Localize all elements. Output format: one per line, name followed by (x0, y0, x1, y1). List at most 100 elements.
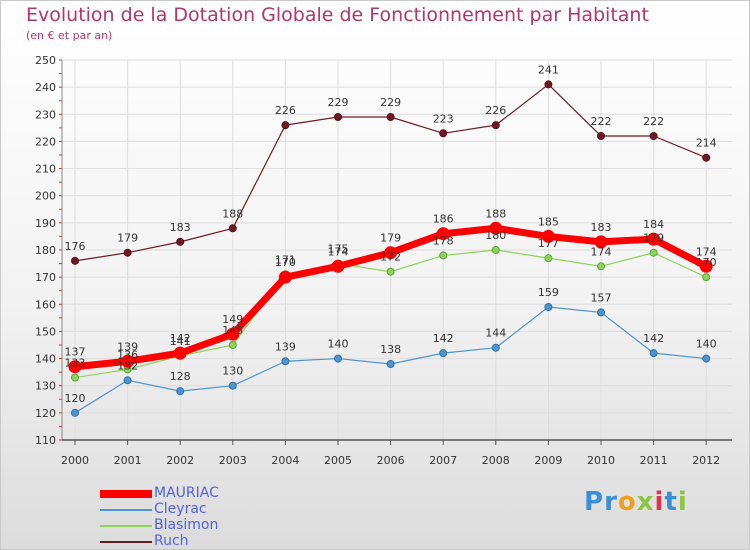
data-point-cleyrac (491, 343, 500, 352)
data-label-ruch: 229 (380, 96, 401, 109)
data-point-cleyrac (702, 354, 711, 363)
x-tick-label: 2012 (692, 454, 720, 467)
data-label-blasimon: 177 (538, 237, 559, 250)
data-point-mauriac (647, 232, 661, 246)
x-tick-label: 2006 (377, 454, 405, 467)
data-label-blasimon: 179 (643, 232, 664, 245)
data-point-cleyrac (281, 357, 290, 366)
data-point-cleyrac (649, 349, 658, 358)
x-tick-label: 2005 (324, 454, 352, 467)
data-label-ruch: 222 (643, 115, 664, 128)
y-tick-label: 220 (35, 135, 56, 148)
x-tick-label: 2009 (534, 454, 562, 467)
data-point-blasimon (71, 373, 79, 382)
x-tick-label: 2007 (429, 454, 457, 467)
data-label-mauriac: 185 (538, 215, 559, 228)
data-point-ruch (597, 132, 605, 140)
data-point-mauriac (594, 235, 608, 249)
data-label-cleyrac: 157 (591, 291, 612, 304)
data-label-blasimon: 136 (117, 348, 138, 361)
data-point-mauriac (173, 346, 187, 360)
series (68, 80, 713, 417)
data-label-ruch: 241 (538, 63, 559, 76)
data-label-blasimon: 175 (328, 243, 349, 256)
y-tick-label: 170 (35, 271, 56, 284)
legend-label: Blasimon (154, 517, 219, 533)
y-tick-label: 130 (35, 380, 56, 393)
logo-letter: x (636, 487, 655, 517)
data-label-mauriac: 174 (696, 245, 717, 258)
logo-letter: r (604, 487, 618, 517)
data-point-ruch (649, 132, 658, 140)
x-tick-label: 2008 (482, 454, 510, 467)
y-tick-label: 230 (35, 108, 56, 121)
data-label-mauriac: 179 (380, 232, 401, 245)
data-label-ruch: 188 (222, 207, 243, 220)
data-point-ruch (71, 256, 79, 265)
legend-swatch (100, 490, 152, 498)
legend-label: Ruch (154, 533, 189, 549)
data-point-cleyrac (176, 387, 185, 396)
data-label-blasimon: 178 (433, 234, 454, 247)
data-label-cleyrac: 128 (170, 370, 191, 383)
data-point-ruch (123, 248, 132, 257)
y-tick-label: 180 (35, 244, 56, 257)
y-tick-label: 210 (35, 163, 56, 176)
data-label-cleyrac: 144 (485, 327, 506, 340)
data-point-blasimon (228, 341, 237, 349)
data-label-mauriac: 184 (643, 218, 664, 231)
data-label-ruch: 222 (591, 115, 612, 128)
data-label-mauriac: 188 (485, 207, 506, 220)
data-point-ruch (176, 237, 185, 246)
data-point-ruch (386, 113, 395, 121)
data-point-mauriac (436, 227, 450, 241)
y-tick-label: 190 (35, 217, 56, 230)
data-point-blasimon (702, 273, 711, 282)
data-label-cleyrac: 130 (222, 365, 243, 378)
data-point-mauriac (278, 270, 292, 284)
x-tick-label: 2000 (61, 454, 89, 467)
chart-title: Evolution de la Dotation Globale de Fonc… (26, 4, 649, 26)
data-label-ruch: 229 (328, 96, 349, 109)
data-label-blasimon: 171 (275, 253, 296, 266)
data-point-cleyrac (544, 303, 553, 311)
y-tick-label: 200 (35, 190, 56, 203)
data-label-blasimon: 174 (591, 245, 612, 258)
legend-swatch (100, 525, 152, 527)
data-point-cleyrac (386, 360, 395, 368)
data-label-mauriac: 142 (170, 332, 191, 345)
data-label-cleyrac: 138 (380, 343, 401, 356)
data-point-ruch (228, 224, 237, 233)
data-point-mauriac (699, 259, 713, 273)
y-tick-label: 160 (35, 298, 56, 311)
data-point-blasimon (386, 267, 395, 276)
data-point-mauriac (68, 360, 82, 374)
data-label-ruch: 176 (65, 240, 86, 253)
x-tick-label: 2010 (587, 454, 615, 467)
data-label-blasimon: 141 (170, 335, 191, 348)
data-point-mauriac (489, 221, 503, 235)
data-label-cleyrac: 132 (117, 359, 138, 372)
data-label-mauriac: 174 (328, 245, 349, 258)
logo-letter: o (617, 487, 637, 517)
data-point-mauriac (226, 327, 240, 341)
data-point-cleyrac (228, 381, 237, 390)
data-label-ruch: 214 (696, 137, 717, 150)
data-point-mauriac (384, 246, 398, 260)
data-label-cleyrac: 140 (328, 338, 349, 351)
data-label-blasimon: 172 (380, 251, 401, 264)
data-point-blasimon (439, 251, 448, 260)
data-point-blasimon (597, 262, 605, 271)
data-label-mauriac: 139 (117, 340, 138, 353)
data-point-ruch (544, 80, 553, 89)
data-point-cleyrac (334, 354, 342, 363)
data-label-blasimon: 180 (485, 229, 506, 242)
data-label-blasimon: 145 (222, 324, 243, 337)
x-tick-label: 2003 (219, 454, 247, 467)
data-label-ruch: 223 (433, 112, 454, 125)
data-point-ruch (491, 121, 500, 130)
data-point-blasimon (649, 248, 658, 257)
y-tick-label: 110 (35, 434, 56, 447)
